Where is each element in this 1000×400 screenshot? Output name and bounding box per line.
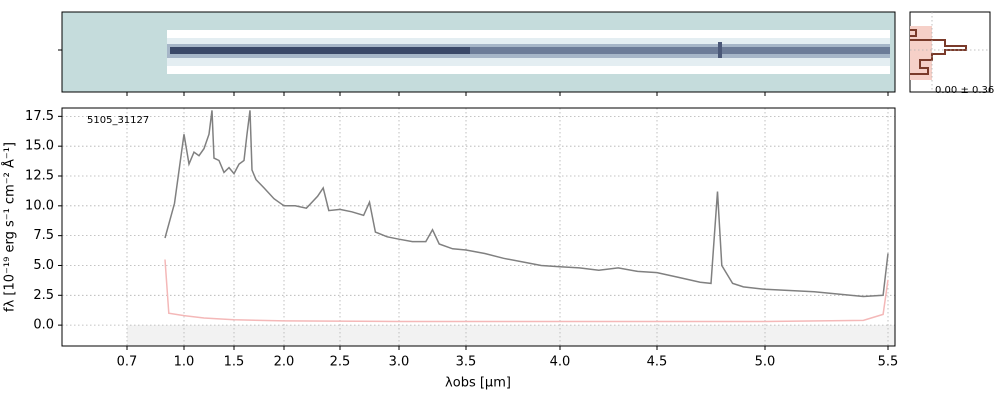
x-tick-label: 3.0 — [389, 355, 410, 370]
x-tick-label: 4.0 — [550, 355, 571, 370]
y-axis-label: fλ [10⁻¹⁹ erg s⁻¹ cm⁻² Å⁻¹] — [2, 142, 18, 312]
spectrum-line — [164, 110, 889, 298]
y-tick-label: 0.0 — [33, 318, 54, 333]
x-tick-label: 1.5 — [224, 355, 245, 370]
x-tick-label: 3.5 — [456, 355, 477, 370]
x-tick-label: 4.5 — [647, 355, 668, 370]
y-tick-label: 15.0 — [25, 139, 54, 154]
y-tick-label: 12.5 — [25, 169, 54, 184]
y-tick-label: 7.5 — [33, 228, 54, 243]
plot-frame — [61, 107, 896, 347]
y-tick-label: 5.0 — [33, 258, 54, 273]
x-tick-label: 5.5 — [878, 355, 899, 370]
stats-label: 0.00 ± 0.36 — [935, 85, 994, 96]
spectrum-2d — [58, 11, 896, 93]
side-histogram — [909, 11, 991, 93]
x-tick-label: 0.7 — [117, 355, 138, 370]
x-axis-label: λobs [μm] — [445, 376, 511, 391]
y-tick-label: 17.5 — [25, 109, 54, 124]
spectrum-line — [164, 259, 889, 323]
y-tick-label: 2.5 — [33, 288, 54, 303]
x-tick-label: 1.0 — [174, 355, 195, 370]
negative-region — [127, 325, 895, 346]
id-label: 5105_31127 — [87, 115, 149, 126]
x-tick-label: 5.0 — [755, 355, 776, 370]
y-tick-label: 10.0 — [25, 198, 54, 213]
x-tick-label: 2.0 — [274, 355, 295, 370]
x-tick-label: 2.5 — [330, 355, 351, 370]
